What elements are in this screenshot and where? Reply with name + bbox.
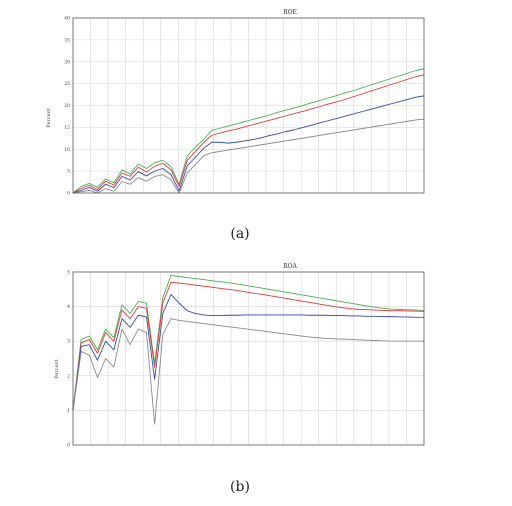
roa-y-tick-label: 5 <box>67 270 70 276</box>
roa-series-blue-line <box>72 294 424 411</box>
roe-plot-frame <box>72 17 425 194</box>
caption-b: (b) <box>230 479 250 495</box>
caption-a: (a) <box>230 226 249 242</box>
roa-series-group <box>72 275 425 425</box>
roe-y-tick-label: 30 <box>64 59 70 65</box>
roa-series-red-line <box>72 281 425 411</box>
roa-y-axis-label: Percent <box>54 359 60 378</box>
roe-chart: 0 5 10 15 20 25 30 35 40 ROE Percent (a) <box>46 9 425 242</box>
roe-y-tick-label: 15 <box>64 125 70 131</box>
roe-y-tick-label: 0 <box>67 191 70 197</box>
roa-gridlines <box>73 272 424 445</box>
roe-gridlines <box>73 18 424 193</box>
roa-chart: 0 1 2 3 4 5 ROA Percent (b) <box>54 263 425 495</box>
roa-y-tick-label: 1 <box>67 408 70 414</box>
roe-y-tick-label: 10 <box>64 147 70 153</box>
roe-y-tick-label: 5 <box>67 169 70 175</box>
roe-series-group <box>72 68 425 194</box>
roa-series-gray-line <box>72 318 424 425</box>
roa-y-tick-label: 3 <box>67 339 70 345</box>
roe-series-red-line <box>72 74 425 194</box>
roa-series-green-line <box>72 275 425 411</box>
roa-y-tick-label: 0 <box>67 443 70 449</box>
roa-y-tick-labels: 0 1 2 3 4 5 <box>67 270 70 449</box>
roe-y-tick-label: 35 <box>64 37 70 43</box>
roe-y-tick-labels: 0 5 10 15 20 25 30 35 40 <box>64 16 70 197</box>
roe-y-axis-label: Percent <box>46 108 52 127</box>
roa-y-tick-label: 4 <box>67 304 70 310</box>
roa-y-tick-label: 2 <box>67 373 70 379</box>
roe-chart-title: ROE <box>283 9 297 16</box>
roe-series-green-line <box>72 68 425 194</box>
roe-series-gray-line <box>72 118 425 194</box>
roa-chart-title: ROA <box>283 263 297 270</box>
roa-plot-frame <box>72 271 425 446</box>
roe-y-tick-label: 25 <box>64 81 70 87</box>
roe-y-tick-label: 20 <box>64 103 70 109</box>
roe-series-blue-line <box>72 95 425 194</box>
roe-y-tick-label: 40 <box>64 16 70 22</box>
